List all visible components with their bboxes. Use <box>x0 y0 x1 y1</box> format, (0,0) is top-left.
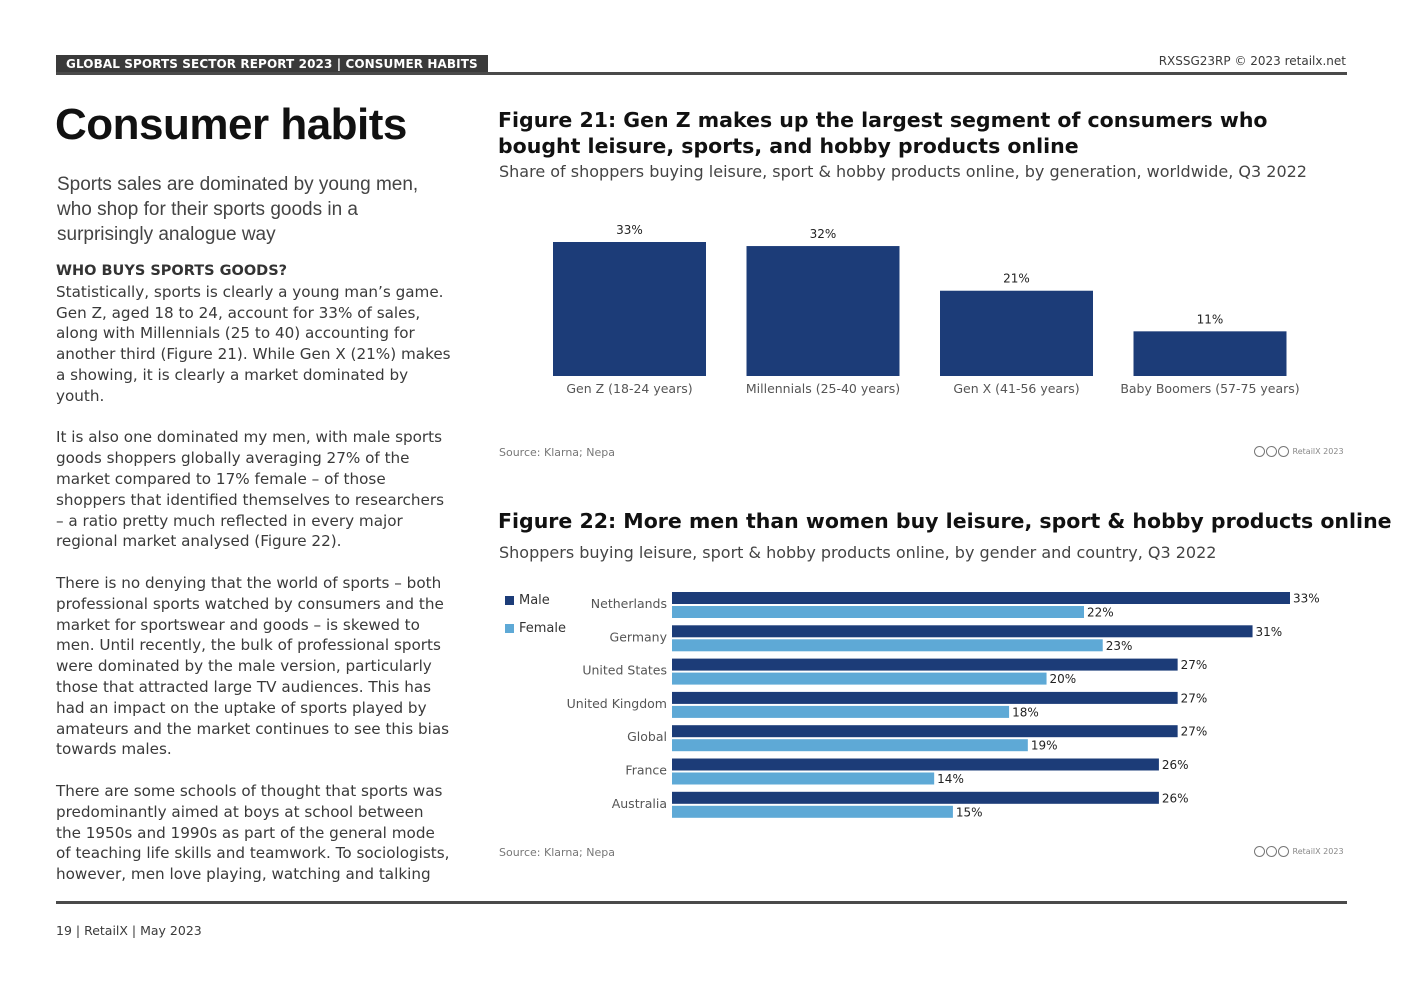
bar-female <box>672 739 1028 752</box>
category-label: Gen Z (18-24 years) <box>566 381 692 396</box>
cc-license-icon <box>1254 446 1265 457</box>
bar-male <box>672 658 1178 671</box>
body-text: WHO BUYS SPORTS GOODS? Statistically, sp… <box>56 261 451 906</box>
legend-item-male: Male <box>505 586 566 614</box>
figure-21-source: Source: Klarna; Nepa <box>499 446 615 459</box>
data-label: 26% <box>1162 758 1189 772</box>
paragraph: There is no denying that the world of sp… <box>56 573 450 759</box>
category-label: United Kingdom <box>567 696 667 711</box>
bar-male <box>672 691 1178 704</box>
page-title: Consumer habits <box>55 100 407 149</box>
cc-license-icon <box>1254 846 1265 857</box>
figure-22-source: Source: Klarna; Nepa <box>499 846 615 859</box>
lead-paragraph: Sports sales are dominated by young men,… <box>57 174 419 245</box>
brand-label: RetailX 2023 <box>1292 847 1344 856</box>
legend-label: Female <box>519 620 567 636</box>
page-footer: 19 | RetailX | May 2023 <box>56 923 202 938</box>
legend-swatch-female <box>505 623 514 633</box>
figure-21-brand: RetailX 2023 <box>1254 446 1344 457</box>
data-label: 18% <box>1012 705 1039 719</box>
bar <box>553 242 706 376</box>
category-label: Netherlands <box>591 596 667 611</box>
category-label: Gen X (41-56 years) <box>953 381 1079 396</box>
bar-male <box>672 592 1290 604</box>
data-label: 11% <box>1197 312 1224 326</box>
bar-male <box>672 791 1159 804</box>
figure-21-title: Figure 21: Gen Z makes up the largest se… <box>498 108 1268 158</box>
data-label: 14% <box>937 772 964 786</box>
bar-female <box>672 772 935 785</box>
paragraph: It is also one dominated my men, with ma… <box>56 428 445 551</box>
data-label: 33% <box>616 223 643 237</box>
category-label: United States <box>582 663 667 678</box>
data-label: 27% <box>1181 658 1208 672</box>
nd-license-icon <box>1278 846 1289 857</box>
section-subheading: WHO BUYS SPORTS GOODS? <box>56 263 288 279</box>
data-label: 31% <box>1256 625 1283 639</box>
category-label: Global <box>627 729 667 744</box>
category-label: Australia <box>612 796 667 811</box>
by-license-icon <box>1266 446 1277 457</box>
bar-female <box>672 639 1103 652</box>
data-label: 27% <box>1181 691 1208 705</box>
figure-21-subtitle: Share of shoppers buying leisure, sport … <box>499 162 1307 181</box>
category-label: Germany <box>610 629 668 644</box>
data-label: 23% <box>1106 639 1133 653</box>
category-label: Millennials (25-40 years) <box>746 381 900 396</box>
bar-female <box>672 805 953 818</box>
paragraph: Statistically, sports is clearly a young… <box>56 282 451 405</box>
figure-22-subtitle: Shoppers buying leisure, sport & hobby p… <box>499 543 1217 562</box>
bar-female <box>672 705 1010 718</box>
bar-male <box>672 625 1253 638</box>
data-label: 33% <box>1293 592 1320 606</box>
category-label: France <box>625 763 667 778</box>
nd-license-icon <box>1278 446 1289 457</box>
paragraph: There are some schools of thought that s… <box>56 781 450 884</box>
data-label: 20% <box>1050 672 1077 686</box>
bar-male <box>672 725 1178 738</box>
data-label: 22% <box>1087 606 1114 620</box>
bar <box>746 246 900 376</box>
legend-label: Male <box>519 592 550 608</box>
data-label: 21% <box>1003 272 1030 286</box>
data-label: 32% <box>810 227 837 241</box>
legend-item-female: Female <box>505 614 566 642</box>
data-label: 26% <box>1162 791 1189 805</box>
figure-22-legend: Male Female <box>505 586 566 642</box>
report-section-tag: GLOBAL SPORTS SECTOR REPORT 2023 | CONSU… <box>56 55 488 73</box>
header-divider <box>56 72 1347 75</box>
bar <box>1133 331 1287 376</box>
footer-divider <box>56 901 1347 904</box>
brand-label: RetailX 2023 <box>1292 447 1344 456</box>
data-label: 19% <box>1031 739 1058 753</box>
bar-female <box>672 606 1084 618</box>
data-label: 15% <box>956 805 983 819</box>
bar <box>940 290 1093 376</box>
bar-female <box>672 672 1047 685</box>
legend-swatch-male <box>505 595 514 605</box>
figure-22-brand: RetailX 2023 <box>1254 846 1344 857</box>
figure-22-title: Figure 22: More men than women buy leisu… <box>498 509 1392 533</box>
figure-22-chart: Netherlands 33% 22% Germany 31% 23% United Sta… <box>567 592 1320 820</box>
data-label: 27% <box>1181 725 1208 739</box>
bar-male <box>672 758 1159 771</box>
category-label: Baby Boomers (57-75 years) <box>1120 381 1299 396</box>
report-code: RXSSG23RP © 2023 retailx.net <box>1158 54 1346 68</box>
figure-21-chart: 33% Gen Z (18-24 years) 32% Millennials (25… <box>553 223 1300 396</box>
by-license-icon <box>1266 846 1277 857</box>
